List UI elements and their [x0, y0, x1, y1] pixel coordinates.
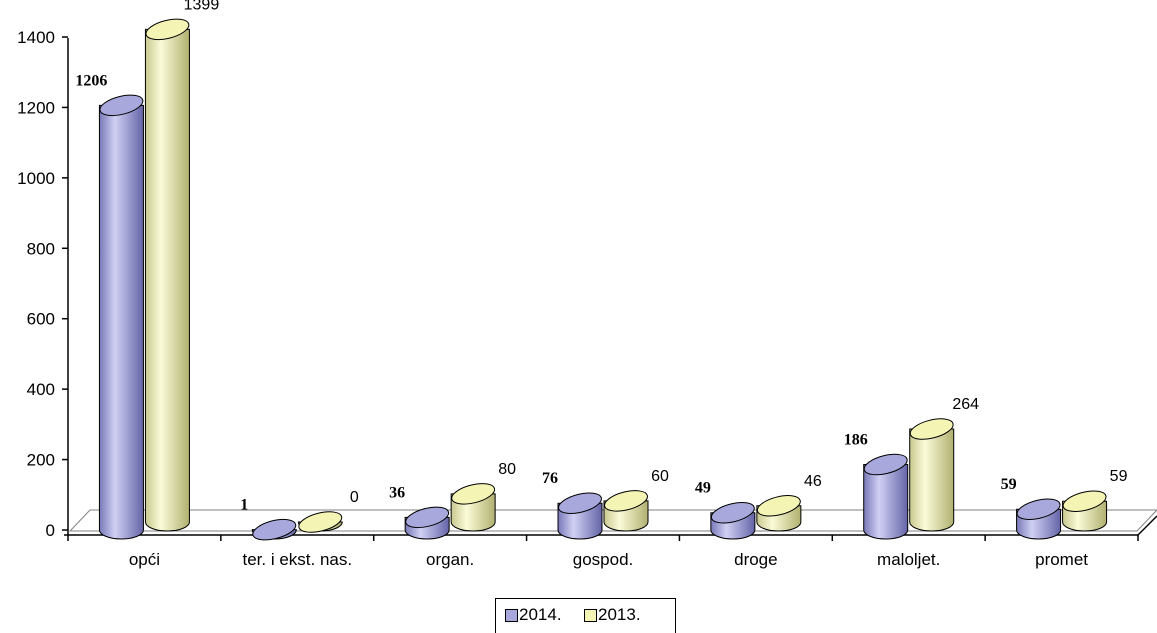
- legend-label-2014: 2014.: [519, 605, 562, 624]
- y-tick-label: 1400: [17, 28, 55, 47]
- x-tick-label: organ.: [426, 550, 474, 569]
- bar-2014-6: [1016, 498, 1062, 540]
- value-label-2013-2: 80: [498, 461, 516, 478]
- x-tick-label: promet: [1035, 550, 1088, 569]
- bar-2014-2: [404, 506, 450, 540]
- bar-2013-6: [1062, 490, 1108, 532]
- bar-2013-4: [756, 495, 802, 532]
- value-label-2014-1: 1: [240, 497, 248, 514]
- bar-2014-0: [98, 94, 144, 540]
- y-tick-label: 400: [27, 380, 55, 399]
- x-tick-label: gospod.: [573, 550, 634, 569]
- y-tick-label: 1000: [17, 169, 55, 188]
- x-tick-label: ter. i ekst. nas.: [242, 550, 352, 569]
- value-label-2013-4: 46: [804, 473, 822, 490]
- y-tick-label: 600: [27, 310, 55, 329]
- y-tick-label: 200: [27, 451, 55, 470]
- value-label-2013-6: 59: [1110, 468, 1128, 485]
- x-axis-depth-line: [1137, 515, 1157, 536]
- bar-2013-2: [450, 483, 496, 532]
- bar-2013-1: [297, 511, 343, 533]
- bar-2014-1: [251, 518, 297, 541]
- x-tick-label: maloljet.: [877, 550, 940, 569]
- bar-2013-0: [144, 18, 190, 532]
- bar-2014-5: [863, 453, 909, 540]
- legend-swatch-2013: [584, 609, 597, 622]
- x-axis: opći ter. i ekst. nas. organ. gospod. droge m…: [64, 515, 1157, 569]
- bar-2014-4: [710, 502, 756, 540]
- value-label-2014-3: 76: [542, 470, 558, 487]
- value-label-2014-2: 36: [389, 484, 405, 501]
- x-tick-label: opći: [129, 550, 160, 569]
- legend-label-2013: 2013.: [598, 605, 641, 624]
- y-tick-label: 1200: [17, 98, 55, 117]
- bar-2013-3: [603, 490, 649, 532]
- bars: [98, 18, 1108, 541]
- legend: 2014. 2013.: [495, 598, 676, 633]
- y-tick-label: 0: [46, 521, 55, 540]
- value-labels: 1206 1 36 76 49 186 59 1399 0 80 60 46 264 59: [75, 0, 1127, 514]
- value-label-2014-6: 59: [1001, 476, 1017, 493]
- bar-2013-5: [909, 418, 955, 532]
- y-axis: 0 200 400 600 800 1000 1200 1400: [17, 28, 69, 540]
- x-tick-label: droge: [734, 550, 777, 569]
- bar-2014-3: [557, 492, 603, 540]
- value-label-2013-1: 0: [350, 489, 359, 506]
- value-label-2014-4: 49: [695, 480, 711, 497]
- value-label-2013-5: 264: [952, 396, 979, 413]
- value-label-2014-0: 1206: [75, 72, 107, 89]
- value-label-2014-5: 186: [844, 432, 868, 449]
- value-label-2013-3: 60: [651, 468, 669, 485]
- value-label-2013-0: 1399: [184, 0, 220, 13]
- y-tick-label: 800: [27, 239, 55, 258]
- legend-swatch-2014: [505, 609, 518, 622]
